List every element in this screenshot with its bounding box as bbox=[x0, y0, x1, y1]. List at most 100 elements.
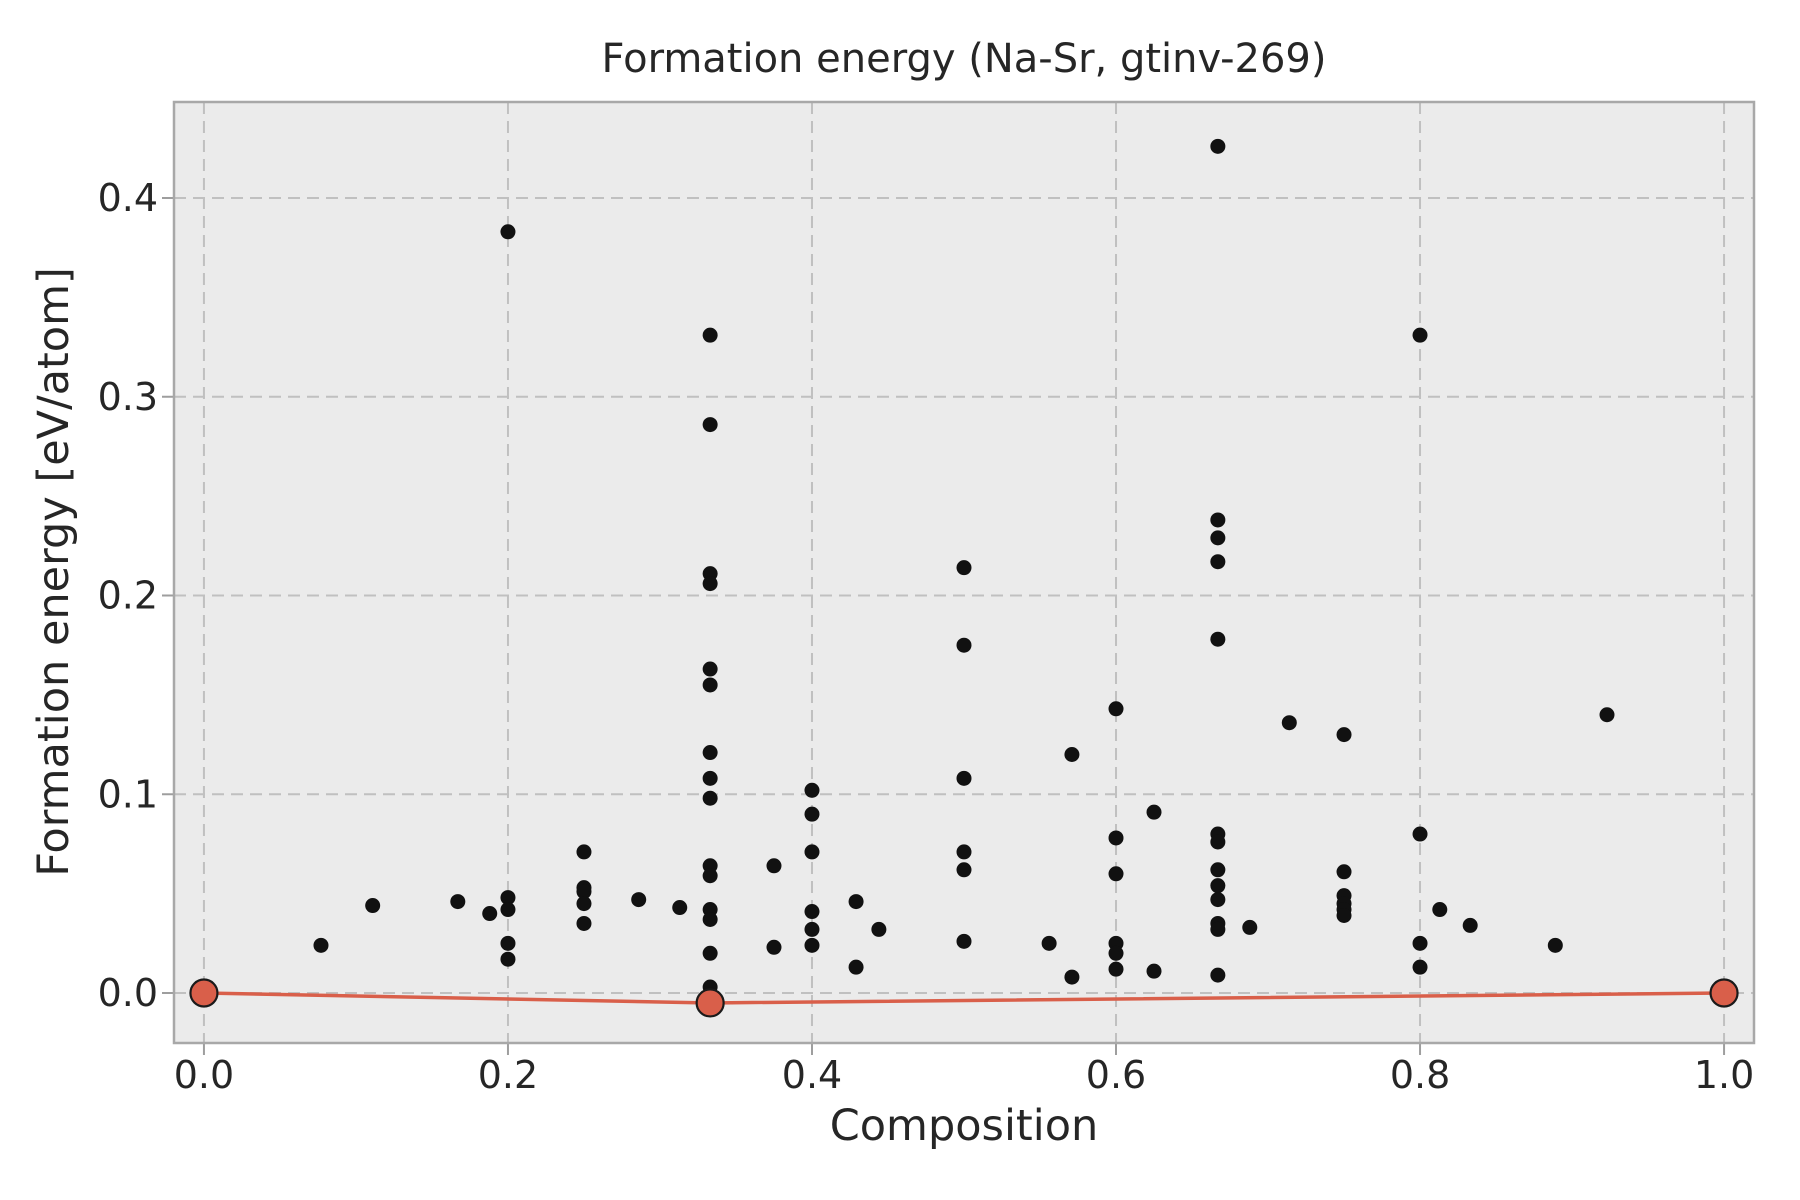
data-point bbox=[1210, 631, 1226, 647]
x-tick-labels: 0.0 0.2 0.4 0.6 0.8 1.0 bbox=[174, 1053, 1755, 1097]
data-point bbox=[672, 900, 688, 916]
y-tick-labels: 0.0 0.1 0.2 0.3 0.4 bbox=[98, 176, 158, 1015]
data-point bbox=[1108, 866, 1124, 882]
data-point bbox=[1281, 715, 1297, 731]
x-tick-label: 0.8 bbox=[1390, 1053, 1450, 1097]
data-point bbox=[702, 911, 718, 927]
data-point bbox=[702, 417, 718, 433]
axis-ticks bbox=[162, 196, 1726, 1055]
data-point bbox=[804, 782, 820, 798]
data-point bbox=[702, 661, 718, 677]
data-point bbox=[871, 921, 887, 937]
plot-border bbox=[172, 100, 1756, 1045]
data-point bbox=[1412, 327, 1428, 343]
data-point bbox=[1064, 747, 1080, 763]
data-point bbox=[702, 868, 718, 884]
data-point bbox=[766, 939, 782, 955]
data-point bbox=[1210, 512, 1226, 528]
data-point bbox=[500, 890, 516, 906]
data-point bbox=[500, 224, 516, 240]
data-point bbox=[702, 576, 718, 592]
data-point bbox=[500, 902, 516, 918]
data-point bbox=[766, 858, 782, 874]
x-tick-label: 0.0 bbox=[174, 1053, 234, 1097]
data-point bbox=[1210, 967, 1226, 983]
hull-vertex-marker bbox=[695, 988, 725, 1018]
data-point bbox=[1146, 804, 1162, 820]
data-point bbox=[1412, 826, 1428, 842]
data-point bbox=[576, 884, 592, 900]
y-tick-label: 0.2 bbox=[98, 574, 158, 618]
y-tick-label: 0.3 bbox=[98, 375, 158, 419]
x-tick-label: 0.2 bbox=[478, 1053, 538, 1097]
data-point bbox=[1210, 878, 1226, 894]
data-point bbox=[1210, 138, 1226, 154]
data-point bbox=[956, 637, 972, 653]
data-point bbox=[1210, 921, 1226, 937]
data-point bbox=[1108, 961, 1124, 977]
data-point bbox=[956, 844, 972, 860]
data-point bbox=[956, 770, 972, 786]
data-point bbox=[1432, 902, 1448, 918]
data-point bbox=[576, 896, 592, 912]
data-point bbox=[450, 894, 466, 910]
data-point bbox=[1462, 917, 1478, 933]
data-point bbox=[1599, 707, 1615, 723]
data-point bbox=[1210, 834, 1226, 850]
data-point bbox=[1146, 963, 1162, 979]
data-point bbox=[500, 935, 516, 951]
data-point bbox=[1210, 554, 1226, 570]
data-point bbox=[1210, 862, 1226, 878]
data-point bbox=[702, 677, 718, 693]
x-tick-label: 1.0 bbox=[1694, 1053, 1754, 1097]
data-point bbox=[1108, 945, 1124, 961]
data-point bbox=[848, 894, 864, 910]
y-tick-label: 0.4 bbox=[98, 176, 158, 220]
data-point bbox=[1108, 701, 1124, 717]
data-point bbox=[956, 560, 972, 576]
data-point bbox=[804, 806, 820, 822]
data-point bbox=[1242, 919, 1258, 935]
data-point bbox=[631, 892, 647, 908]
y-tick-label: 0.1 bbox=[98, 772, 158, 816]
data-point bbox=[702, 745, 718, 761]
grid-lines bbox=[174, 102, 1754, 1043]
data-point bbox=[1041, 935, 1057, 951]
data-point bbox=[956, 862, 972, 878]
chart-title: Formation energy (Na-Sr, gtinv-269) bbox=[602, 36, 1327, 82]
x-axis-label: Composition bbox=[830, 1101, 1099, 1151]
data-point bbox=[1064, 969, 1080, 985]
data-point bbox=[804, 844, 820, 860]
data-point bbox=[1412, 935, 1428, 951]
data-point bbox=[1210, 892, 1226, 908]
data-point bbox=[1210, 530, 1226, 546]
data-point bbox=[500, 951, 516, 967]
y-tick-label: 0.0 bbox=[98, 971, 158, 1015]
x-tick-label: 0.4 bbox=[782, 1053, 842, 1097]
data-point bbox=[1108, 830, 1124, 846]
data-point bbox=[313, 937, 329, 953]
data-point bbox=[804, 937, 820, 953]
data-point bbox=[956, 933, 972, 949]
hull-markers bbox=[189, 978, 1739, 1018]
data-point bbox=[1336, 907, 1352, 923]
data-point bbox=[848, 959, 864, 975]
data-point bbox=[576, 844, 592, 860]
data-point bbox=[1412, 959, 1428, 975]
data-point bbox=[1547, 937, 1563, 953]
data-point bbox=[365, 898, 381, 914]
y-axis-label: Formation energy [eV/atom] bbox=[29, 267, 79, 877]
data-point bbox=[702, 790, 718, 806]
data-point bbox=[482, 906, 498, 922]
data-point bbox=[702, 945, 718, 961]
hull-vertex-marker bbox=[1709, 978, 1739, 1008]
data-point bbox=[702, 770, 718, 786]
data-point bbox=[1336, 727, 1352, 743]
data-point bbox=[1336, 864, 1352, 880]
hull-vertex-marker bbox=[189, 978, 219, 1008]
data-point bbox=[576, 915, 592, 931]
data-point bbox=[804, 921, 820, 937]
data-point bbox=[804, 904, 820, 920]
